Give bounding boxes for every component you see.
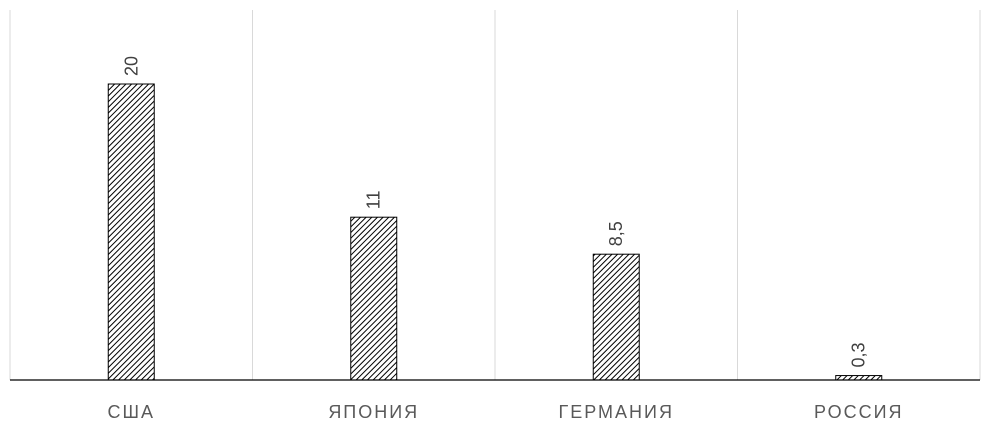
bar-1 xyxy=(107,83,155,381)
grid-lines xyxy=(9,10,981,380)
bar-3 xyxy=(592,253,640,381)
bar-2 xyxy=(350,216,398,381)
x-tick-label-3: ГЕРМАНИЯ xyxy=(559,402,675,422)
data-label-3: 8,5 xyxy=(606,221,626,246)
x-tick-label-2: ЯПОНИЯ xyxy=(328,402,419,422)
data-label-1: 20 xyxy=(121,56,141,76)
data-labels-group: 20 11 8,5 0,3 xyxy=(121,56,869,368)
x-axis-tick-labels: США ЯПОНИЯ ГЕРМАНИЯ РОССИЯ xyxy=(107,402,904,422)
bar-4 xyxy=(835,375,883,381)
data-label-4: 0,3 xyxy=(849,343,869,368)
x-tick-label-4: РОССИЯ xyxy=(814,402,904,422)
x-tick-label-1: США xyxy=(107,402,155,422)
data-label-2: 11 xyxy=(364,191,384,210)
bars-group xyxy=(107,83,883,381)
